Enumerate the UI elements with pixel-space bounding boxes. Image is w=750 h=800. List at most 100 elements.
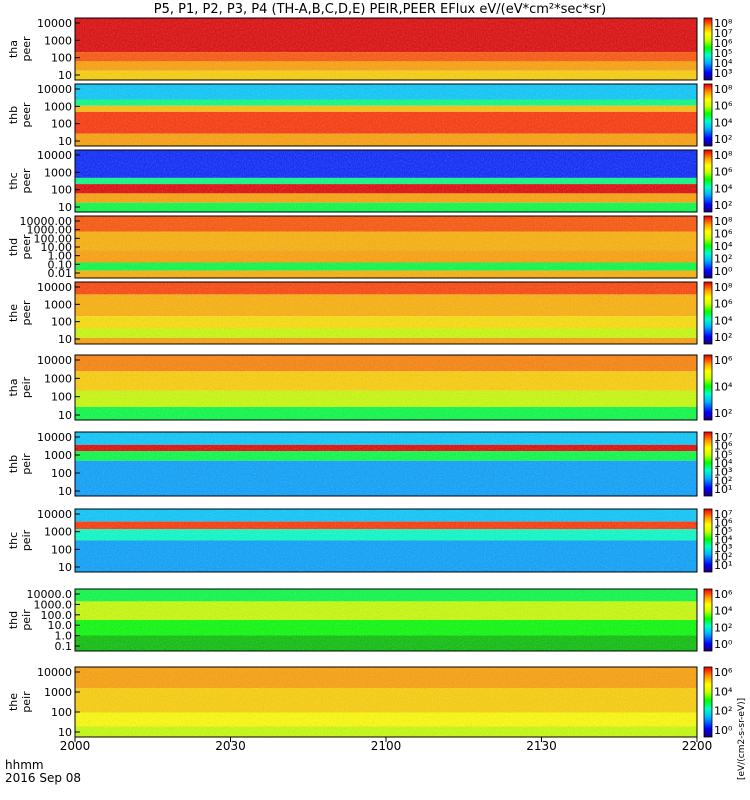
colorbar-tick-label: 10⁶ xyxy=(714,588,733,601)
y-tick-label: 10 xyxy=(58,726,72,739)
spectrogram-noise xyxy=(75,150,697,212)
colorbar-tick-label: 10⁴ xyxy=(714,685,733,698)
panel-tha-peir: 10000 1000 100 10 tha peir 10⁶ 10⁴ 10² xyxy=(7,354,733,422)
y-axis-label: peer xyxy=(20,36,33,62)
colorbar-tick-label: 10⁵ xyxy=(714,448,732,461)
y-tick-label: 100 xyxy=(51,467,72,480)
y-tick-label: 0.01 xyxy=(48,267,73,280)
colorbar-tick-label: 10⁰ xyxy=(714,265,733,278)
y-tick-label: 10000 xyxy=(37,17,72,30)
colorbar-tick-label: 10⁶ xyxy=(714,37,733,50)
y-tick-label: 10 xyxy=(58,333,72,346)
y-tick-label: 1000 xyxy=(44,449,72,462)
colorbar-tick-label: 10² xyxy=(714,407,732,420)
y-tick-label: 0.1 xyxy=(55,640,73,653)
colorbar-tick-label: 10⁶ xyxy=(714,298,733,311)
colorbar-tick-label: 10² xyxy=(714,474,732,487)
colorbar-tick-label: 10² xyxy=(714,705,732,718)
y-axis-label: thc xyxy=(7,532,20,549)
y-tick-label: 100 xyxy=(51,184,72,197)
y-tick-label: 10.00 xyxy=(41,241,73,254)
colorbar-tick-label: 10⁸ xyxy=(714,281,733,294)
colorbar-tick-label: 10² xyxy=(714,133,732,146)
colorbar-tick-label: 10⁷ xyxy=(714,27,732,40)
colorbar xyxy=(703,281,713,345)
colorbar-tick-label: 10³ xyxy=(714,542,732,555)
y-axis-label: peir xyxy=(20,691,33,713)
y-axis-label: tha xyxy=(7,378,20,396)
y-tick-label: 10000.00 xyxy=(20,215,73,228)
x-axis: hhmm 2016 Sep 08 xyxy=(5,758,81,785)
y-tick-label: 10.0 xyxy=(48,619,73,632)
y-tick-label: 1000 xyxy=(44,372,72,385)
y-tick-label: 100 xyxy=(51,118,72,131)
panel-thc-peer: 10000 1000 100 10 thc peer 10⁸ 10⁶ 10⁴ 10² xyxy=(7,149,733,214)
colorbar-tick-label: 10⁸ xyxy=(714,83,733,96)
y-tick-label: 1000 xyxy=(44,526,72,539)
panel-frame xyxy=(74,431,698,497)
colorbar-tick-label: 10⁴ xyxy=(714,457,733,470)
panel-the-peer: 10000 1000 100 10 the peer 10⁸ 10⁶ 10⁴ 10² xyxy=(7,281,733,346)
y-tick-label: 10 xyxy=(58,409,72,422)
y-axis-label: peir xyxy=(20,529,33,551)
spectrogram-noise xyxy=(75,589,697,651)
spectrogram-noise xyxy=(75,667,697,737)
colorbar-tick-label: 10² xyxy=(714,199,732,212)
panel-frame xyxy=(74,149,698,213)
colorbar-tick-label: 10² xyxy=(714,621,732,634)
colorbar xyxy=(703,508,713,573)
y-tick-label: 100 xyxy=(51,316,72,329)
y-tick-label: 100 xyxy=(51,706,72,719)
x-tick-label: 2000 xyxy=(60,739,91,753)
y-tick-label: 10000 xyxy=(37,431,72,444)
y-tick-label: 1.0 xyxy=(55,630,73,643)
y-tick-label: 1000 xyxy=(44,686,72,699)
y-axis-label: peer xyxy=(20,102,33,128)
spectrogram-noise xyxy=(75,18,697,80)
y-tick-label: 10000 xyxy=(37,149,72,162)
y-tick-label: 100.00 xyxy=(34,232,73,245)
colorbar-tick-label: 10² xyxy=(714,331,732,344)
x-axis-date-label: 2016 Sep 08 xyxy=(5,771,81,785)
y-tick-label: 10000 xyxy=(37,354,72,367)
y-tick-label: 100 xyxy=(51,52,72,65)
colorbar-tick-label: 10⁰ xyxy=(714,724,733,737)
spectrogram-noise xyxy=(75,355,697,420)
colorbar-tick-label: 10⁴ xyxy=(714,534,733,547)
colorbar-tick-label: 10⁵ xyxy=(714,525,732,538)
y-axis-label: the xyxy=(7,693,20,711)
colorbar xyxy=(703,666,713,738)
y-axis-label: peer xyxy=(20,234,33,260)
y-tick-label: 0.10 xyxy=(48,258,73,271)
colorbar-tick-label: 10³ xyxy=(714,67,732,80)
colorbar-tick-label: 10⁴ xyxy=(714,314,733,327)
panel-thb-peir: 10000 1000 100 10 thb peir 10⁷10⁶10⁵10⁴10³10²1… xyxy=(7,431,733,498)
colorbar-tick-label: 10² xyxy=(714,253,732,266)
colorbar-tick-label: 10⁶ xyxy=(714,517,733,530)
colorbar-tick-label: 10⁴ xyxy=(714,182,733,195)
y-tick-label: 10 xyxy=(58,561,72,574)
y-axis-label: tha xyxy=(7,40,20,58)
y-tick-label: 1000.0 xyxy=(34,598,73,611)
y-axis-label: thb xyxy=(7,106,20,124)
colorbar-tick-label: 10⁷ xyxy=(714,508,732,521)
colorbar-tick-label: 10⁴ xyxy=(714,240,733,253)
y-tick-label: 10000.0 xyxy=(27,588,73,601)
colorbar-tick-label: 10⁵ xyxy=(714,47,732,60)
y-tick-label: 10000 xyxy=(37,508,72,521)
y-tick-label: 1.00 xyxy=(48,250,73,263)
chart-title: P5, P1, P2, P3, P4 (TH-A,B,C,D,E) PEIR,P… xyxy=(154,2,607,17)
y-tick-label: 1000.00 xyxy=(27,224,73,237)
panel-frame xyxy=(74,588,698,652)
colorbar-tick-label: 10⁸ xyxy=(714,17,733,30)
colorbar-tick-label: 10⁶ xyxy=(714,354,733,367)
y-axis-label: peir xyxy=(20,609,33,631)
panel-thc-peir: 10000 1000 100 10 thc peir 10⁷10⁶10⁵10⁴10³10²1… xyxy=(7,508,733,574)
y-tick-label: 10 xyxy=(58,135,72,148)
spectrogram-noise xyxy=(75,432,697,496)
y-tick-label: 10000 xyxy=(37,281,72,294)
spectrogram-noise xyxy=(75,84,697,146)
y-tick-label: 100.0 xyxy=(41,609,73,622)
